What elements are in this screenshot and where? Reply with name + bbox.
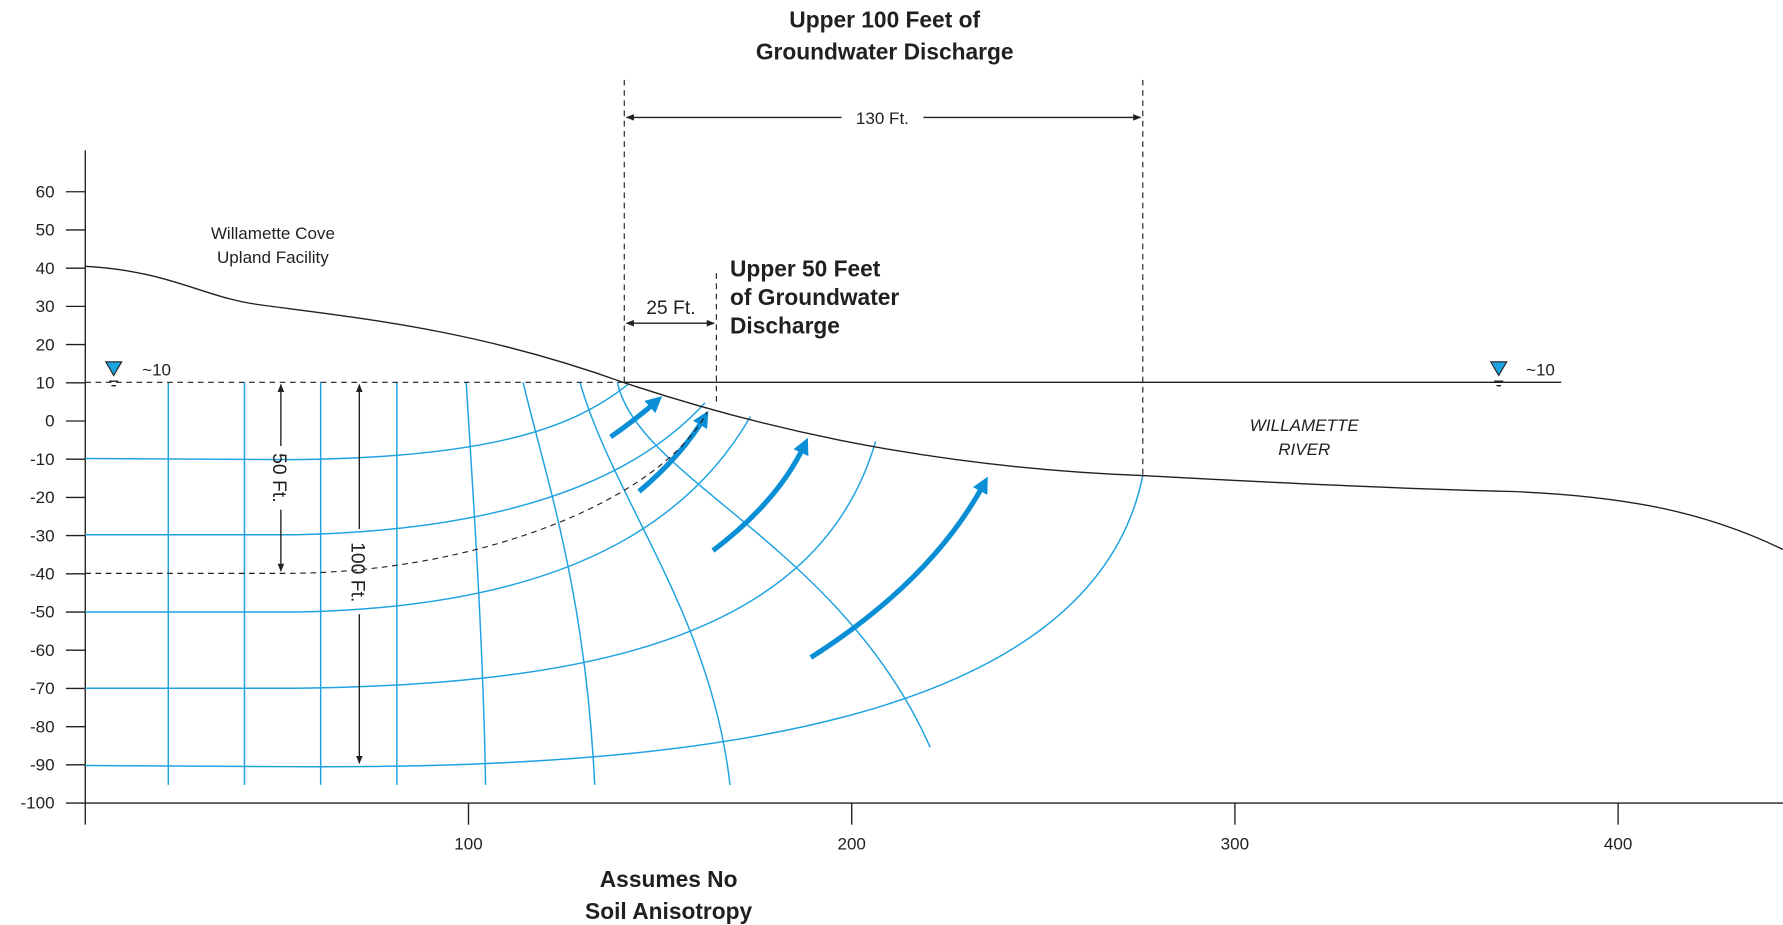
water-level-symbol (109, 381, 118, 386)
diagram: 6050403020100-10-20-30-40-50-60-70-80-90… (0, 0, 1783, 925)
y-tick-label: 40 (36, 259, 55, 278)
annotation-title: Discharge (730, 312, 840, 338)
y-tick-label: 20 (36, 335, 55, 354)
y-tick-label: 50 (36, 221, 55, 240)
y-tick-label: -90 (30, 756, 55, 775)
river-label: WILLAMETTE (1250, 416, 1360, 435)
y-tick-label: 10 (36, 373, 55, 392)
x-tick-label: 300 (1221, 835, 1249, 854)
caption: Assumes No (600, 866, 738, 892)
annotation-title: Upper 50 Feet (730, 256, 881, 282)
water-level-symbol (1491, 362, 1507, 376)
annotation-title: Groundwater Discharge (756, 38, 1014, 64)
y-tick-label: 0 (45, 412, 54, 431)
y-tick-label: -70 (30, 679, 55, 698)
water-level-symbol (106, 362, 122, 376)
y-tick-label: -80 (30, 717, 55, 736)
x-tick-label: 200 (837, 835, 865, 854)
water-level-label: ~10 (1526, 361, 1555, 380)
dimension-label: 130 Ft. (856, 109, 909, 128)
flow-net (85, 382, 1143, 785)
y-tick-label: 30 (36, 297, 55, 316)
x-tick-label: 400 (1604, 835, 1632, 854)
facility-label: Upland Facility (217, 248, 329, 267)
annotation-title: of Groundwater (730, 284, 899, 310)
dimension-label: 50 Ft. (268, 453, 289, 502)
caption: Soil Anisotropy (585, 898, 753, 924)
ground-surface (85, 266, 1783, 549)
y-tick-label: -100 (20, 794, 54, 813)
y-tick-label: -50 (30, 603, 55, 622)
water-level-symbol (1494, 381, 1503, 386)
water-level-label: ~10 (142, 361, 171, 380)
annotation-title: Upper 100 Feet of (789, 7, 980, 33)
y-tick-label: -20 (30, 488, 55, 507)
y-tick-label: 60 (36, 182, 55, 201)
y-tick-label: -10 (30, 450, 55, 469)
dimension-label: 25 Ft. (646, 298, 695, 319)
y-tick-label: -30 (30, 526, 55, 545)
dimension-label: 100 Ft. (346, 542, 367, 602)
y-tick-label: -60 (30, 641, 55, 660)
river-label: RIVER (1278, 440, 1330, 459)
facility-label: Willamette Cove (211, 224, 335, 243)
y-tick-label: -40 (30, 565, 55, 584)
x-tick-label: 100 (454, 835, 482, 854)
